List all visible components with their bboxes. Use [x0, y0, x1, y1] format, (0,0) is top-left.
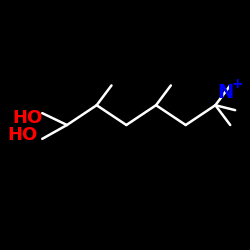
Text: HO: HO	[12, 109, 42, 127]
Text: N: N	[217, 83, 234, 102]
Text: HO: HO	[7, 126, 37, 144]
Text: +: +	[231, 77, 243, 91]
